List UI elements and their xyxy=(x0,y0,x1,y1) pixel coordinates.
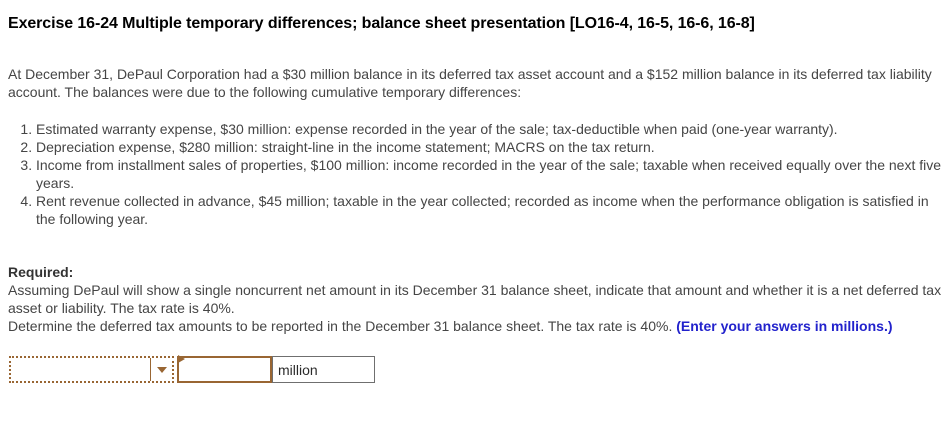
unit-label: million xyxy=(278,361,318,378)
list-item: Estimated warranty expense, $30 million:… xyxy=(36,120,944,138)
list-item: Depreciation expense, $280 million: stra… xyxy=(36,138,944,156)
intro-paragraph: At December 31, DePaul Corporation had a… xyxy=(8,66,932,100)
list-item: Income from installment sales of propert… xyxy=(36,156,944,192)
required-paragraph-2: Determine the deferred tax amounts to be… xyxy=(8,317,944,335)
answers-in-millions-note: (Enter your answers in millions.) xyxy=(676,318,893,334)
exercise-title: Exercise 16-24 Multiple temporary differ… xyxy=(8,15,755,32)
required-paragraph-2-text: Determine the deferred tax amounts to be… xyxy=(8,318,673,334)
temporary-differences-list: Estimated warranty expense, $30 million:… xyxy=(8,120,944,228)
answer-dropdown[interactable] xyxy=(9,356,174,383)
answer-input-wrap xyxy=(177,355,272,383)
dropdown-arrow-box xyxy=(150,358,172,381)
exercise-page: Exercise 16-24 Multiple temporary differ… xyxy=(0,14,952,383)
input-marker-icon xyxy=(178,355,185,363)
list-item: Rent revenue collected in advance, $45 m… xyxy=(36,192,944,228)
dropdown-selected-value xyxy=(11,358,172,361)
required-label: Required: xyxy=(8,264,74,280)
answer-row: million xyxy=(9,355,944,383)
chevron-down-icon xyxy=(156,366,167,373)
unit-cell: million xyxy=(272,356,375,383)
required-paragraph-1: Assuming DePaul will show a single noncu… xyxy=(8,282,942,316)
answer-input[interactable] xyxy=(177,356,272,383)
